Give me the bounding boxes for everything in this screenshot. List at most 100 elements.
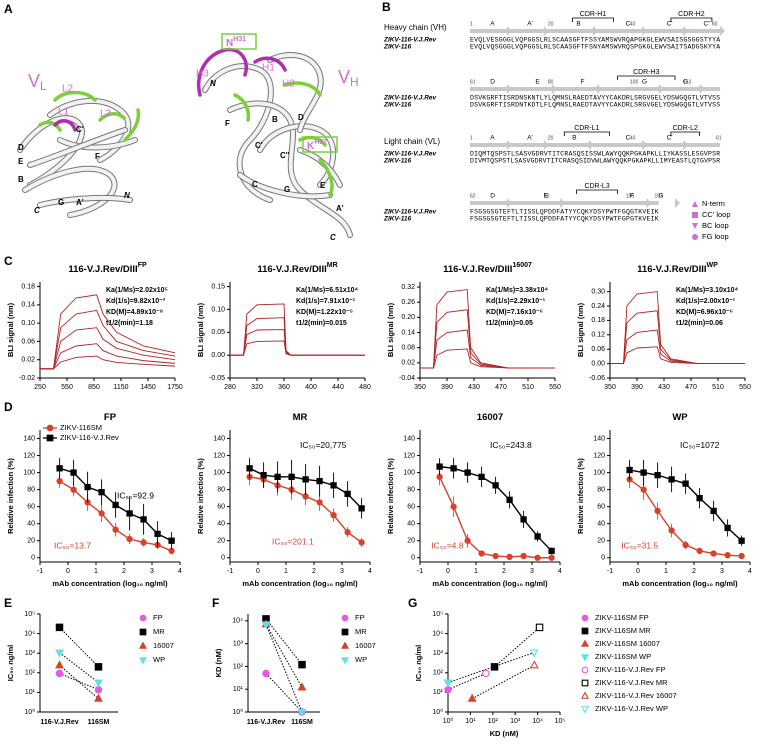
marker: [288, 473, 295, 480]
y-tick-label: -0.04: [399, 375, 415, 382]
residue-number: 60: [712, 21, 718, 27]
residue-number: 80: [548, 79, 554, 85]
residue-text: N: [226, 38, 233, 49]
y-tick-label: 0.00: [591, 360, 605, 367]
title-text: 116-V.J.Rev/DIII: [637, 264, 706, 275]
ic50-label: IC₅₀=201.1: [272, 536, 314, 546]
ribbon: [58, 138, 137, 150]
series-line: [40, 309, 176, 370]
ribbon: [18, 116, 84, 187]
strand-name: G: [683, 79, 688, 86]
x-tick-label: 0: [636, 568, 640, 575]
marker: [640, 486, 647, 493]
series-line: [610, 329, 745, 365]
x-tick-label: 1: [94, 568, 98, 575]
legend-marker: [581, 614, 589, 622]
marker: [56, 465, 63, 472]
marker: [450, 503, 457, 510]
y-tick-label: 10⁴: [232, 618, 243, 625]
series-line: [40, 294, 176, 370]
x-tick-label: 4: [748, 568, 752, 575]
strand-label: C: [252, 180, 258, 189]
ribbon: [228, 101, 352, 237]
strand-label: C: [34, 206, 40, 215]
marker: [529, 660, 539, 669]
marker: [140, 539, 147, 546]
y-tick-label: 0: [221, 555, 225, 562]
marker: [298, 660, 306, 669]
strand-label: C': [255, 141, 263, 150]
marker: [297, 708, 307, 717]
strand-arrow: [642, 26, 648, 36]
x-tick-label: 850: [88, 384, 100, 391]
loop-magenta: [253, 56, 287, 72]
marker: [710, 507, 717, 515]
strand-name: D: [490, 79, 495, 86]
legend-marker: [692, 223, 698, 229]
sequence: EVQLVESGGGLVQPGGSLRLSCAASGFTFSSYAMSWVRQA…: [470, 37, 720, 44]
chart-title: 116-V.J.Rev/DIIIWP: [637, 262, 718, 275]
marker: [490, 663, 499, 671]
cdr-label: CDR-L2: [673, 125, 698, 132]
panel-letter: F: [212, 596, 219, 610]
marker: [70, 469, 77, 476]
ic50-label: IC₅₀=243.8: [490, 440, 532, 450]
marker: [482, 669, 490, 678]
marker: [260, 471, 267, 479]
x-tick-label: 1450: [140, 384, 156, 391]
ic50-label: IC₅₀=13.7: [54, 540, 91, 550]
legend-marker: [581, 627, 589, 635]
domain-sub: L: [40, 79, 47, 93]
legend-label: 16007: [153, 641, 174, 650]
legend-marker: [692, 201, 698, 207]
marker: [302, 476, 309, 483]
y-tick-label: 0.18: [21, 283, 35, 290]
annotation: Ka(1/Ms)=2.02x10⁵: [106, 287, 168, 294]
marker: [696, 547, 703, 555]
strand-label: N: [124, 191, 130, 200]
strand-label: E: [18, 157, 24, 166]
marker: [529, 649, 539, 658]
marker: [70, 486, 77, 493]
x-tick-label: 10⁰: [443, 717, 454, 725]
strand-name: C': [667, 135, 673, 142]
cdr-bracket: [670, 131, 700, 136]
legend-marker: [340, 641, 350, 649]
y-tick-label: -0.06: [589, 375, 605, 382]
title-sup: FP: [138, 262, 147, 269]
y-tick-label: -0.05: [209, 375, 225, 382]
loop-green: [233, 93, 251, 122]
y-tick-label: 80: [217, 486, 225, 493]
cdr-bracket: [617, 75, 676, 80]
y-tick-label: 0.20: [401, 314, 415, 321]
marker: [55, 660, 64, 669]
strand-arrow: [646, 198, 652, 208]
y-tick-label: 40: [407, 521, 415, 528]
sequence-name: ZIKV-116: [383, 44, 411, 51]
marker: [548, 554, 555, 561]
y-tick-label: 60: [217, 503, 225, 510]
marker: [316, 477, 323, 485]
marker: [492, 482, 499, 489]
annotation: Kd(1/s)=9.82x10⁻³: [106, 298, 166, 305]
x-tick-label: 10³: [510, 718, 521, 725]
y-tick-label: 0.14: [21, 302, 35, 309]
x-tick-label: 0: [66, 568, 70, 575]
y-tick-label: 120: [213, 452, 225, 459]
residue-sup: H57: [314, 139, 327, 146]
x-tick-label: 0: [256, 568, 260, 575]
y-axis-label: Relative infection (%): [6, 458, 15, 534]
link-line: [59, 627, 99, 668]
marker: [262, 669, 270, 678]
strand-name: C: [626, 21, 631, 28]
x-tick-label: 350: [604, 384, 616, 391]
marker: [467, 693, 477, 702]
y-tick-label: 60: [27, 503, 35, 510]
y-tick-label: 0: [31, 555, 35, 562]
annotation: KD(M)=7.16x10⁻⁶: [486, 309, 543, 316]
marker: [98, 489, 105, 496]
x-tick-label: 1: [284, 568, 288, 575]
title-text: 116-V.J.Rev/DIII: [257, 264, 326, 275]
strand-label: C': [76, 125, 84, 134]
residue-number: 100: [630, 79, 639, 85]
